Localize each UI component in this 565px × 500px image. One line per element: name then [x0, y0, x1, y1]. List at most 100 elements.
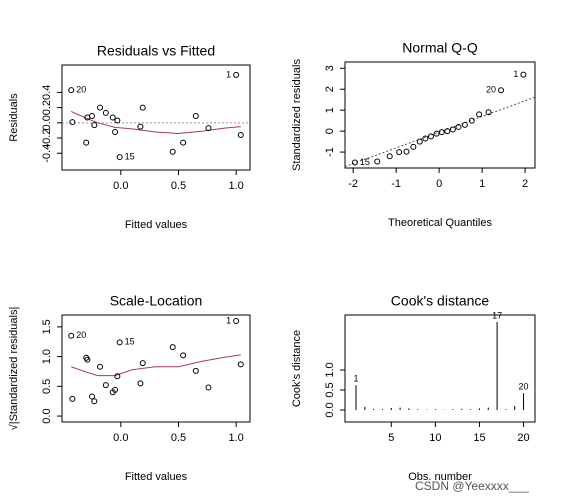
panel-title: Cook's distance	[391, 293, 490, 309]
y-axis-label: Residuals	[8, 93, 20, 142]
point	[192, 112, 199, 119]
panel-title: Residuals vs Fitted	[97, 43, 215, 59]
point	[461, 121, 468, 128]
y-tick-label: 1.0	[41, 349, 53, 364]
point	[97, 363, 104, 370]
panel: Residuals vs Fitted Fitted values Residual…	[8, 43, 251, 231]
point	[91, 122, 98, 129]
point-label: 17	[492, 310, 502, 320]
point	[433, 130, 440, 137]
x-tick-label: 0.0	[113, 180, 128, 192]
point	[91, 398, 98, 405]
point	[455, 123, 462, 130]
watermark: CSDN @Yeexxxx___	[415, 479, 529, 493]
point	[68, 332, 75, 339]
x-tick-label: 15	[473, 432, 485, 444]
point-label: 1	[354, 374, 359, 384]
plot-frame	[61, 314, 251, 423]
panel-title: Normal Q-Q	[402, 40, 478, 56]
point	[476, 111, 483, 118]
point	[374, 158, 381, 165]
smooth-line	[71, 110, 241, 134]
x-tick-label: 1.0	[229, 180, 244, 192]
point-label: 15	[360, 157, 370, 167]
point	[237, 361, 244, 368]
point	[116, 339, 123, 346]
point	[205, 384, 212, 391]
y-axis-label: Cook's distance	[291, 330, 303, 407]
x-axis-label: Theoretical Quantiles	[388, 217, 492, 229]
point	[68, 87, 75, 94]
point	[102, 382, 109, 389]
point	[114, 117, 121, 124]
point	[112, 128, 119, 135]
x-tick-label: -2	[348, 178, 358, 190]
y-tick-label: 1.0	[324, 362, 336, 377]
point	[444, 128, 451, 135]
y-tick-label: 0.2	[41, 100, 53, 115]
y-axis-label: √|Standardized residuals|	[8, 307, 20, 431]
plot-frame	[61, 64, 251, 171]
point-label: 15	[125, 151, 135, 161]
point	[139, 360, 146, 367]
y-tick-label: 0.0	[41, 408, 53, 423]
point	[498, 87, 505, 94]
x-axis-label: Obs. number	[408, 471, 472, 483]
y-tick-label: 1	[324, 107, 336, 113]
point-label: 20	[76, 330, 86, 340]
y-tick-label: -0.2	[41, 129, 53, 148]
point	[84, 356, 91, 363]
point	[137, 123, 144, 130]
panel: Cook's distance Obs. number Cook's distanc…	[291, 293, 536, 483]
y-tick-label: 0	[324, 128, 336, 134]
x-tick-label: 2	[522, 178, 528, 190]
point	[410, 143, 417, 150]
x-axis-label: Fitted values	[125, 471, 188, 483]
point	[139, 104, 146, 111]
point	[102, 109, 109, 116]
point	[485, 109, 492, 116]
x-axis-label: Fitted values	[125, 219, 188, 231]
point	[169, 148, 176, 155]
point	[69, 119, 76, 126]
point-label: 15	[125, 337, 135, 347]
y-axis-label: Standardized residuals	[291, 59, 303, 171]
point	[468, 117, 475, 124]
y-tick-label: 0.4	[41, 85, 53, 100]
point	[169, 344, 176, 351]
point	[237, 132, 244, 138]
y-tick-label: 3	[324, 65, 336, 71]
point	[116, 154, 123, 161]
point	[416, 138, 423, 145]
x-tick-label: 0	[436, 178, 442, 190]
y-tick-label: 1.5	[41, 319, 53, 334]
point	[69, 395, 76, 402]
panel-title: Scale-Location	[110, 293, 203, 309]
point-label: 20	[486, 85, 496, 95]
y-tick-label: 2	[324, 86, 336, 92]
point	[351, 159, 358, 166]
x-tick-label: 0.5	[171, 432, 186, 444]
point	[114, 373, 121, 380]
point	[137, 380, 144, 387]
x-tick-label: 1.0	[229, 432, 244, 444]
plot-frame	[344, 61, 536, 169]
qq-line	[344, 96, 536, 168]
x-tick-label: 5	[388, 432, 394, 444]
point	[83, 139, 90, 146]
point	[449, 126, 456, 133]
point-label: 1	[226, 69, 231, 79]
point	[97, 104, 104, 111]
y-tick-label: -0.4	[41, 144, 53, 163]
point	[422, 135, 429, 142]
point	[427, 133, 434, 140]
x-tick-label: 10	[429, 432, 441, 444]
x-tick-label: -1	[391, 178, 401, 190]
x-tick-label: 20	[517, 432, 529, 444]
point	[205, 125, 212, 132]
point	[233, 317, 240, 324]
point-label: 1	[226, 315, 231, 325]
y-tick-label: 0.0	[324, 402, 336, 417]
point	[396, 149, 403, 156]
